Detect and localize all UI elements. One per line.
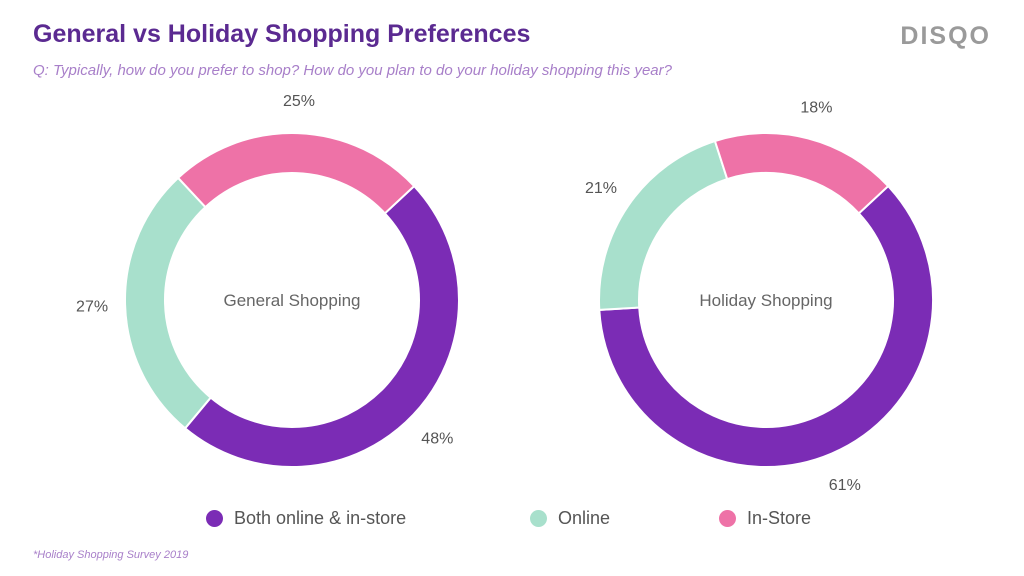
- legend-swatch-online: [530, 510, 547, 527]
- donut-chart-general: 48% 27% 25% General Shopping: [76, 93, 460, 468]
- chart-subtitle: Q: Typically, how do you prefer to shop?…: [33, 62, 672, 79]
- donut-slice-instore: [176, 132, 416, 215]
- slice-label-online: 27%: [76, 299, 108, 316]
- slice-label-instore: 18%: [800, 99, 832, 116]
- legend-item-online: Online: [530, 508, 610, 529]
- donut-slice-both: [598, 184, 934, 468]
- slice-label-online: 21%: [585, 180, 617, 197]
- legend-item-both: Both online & in-store: [206, 508, 406, 529]
- legend-label-instore: In-Store: [747, 508, 812, 528]
- legend-label-both: Both online & in-store: [234, 508, 407, 528]
- donut-slice-both: [183, 184, 460, 468]
- legend-item-instore: In-Store: [719, 508, 811, 529]
- donut-slice-instore: [713, 132, 890, 215]
- footnote: *Holiday Shopping Survey 2019: [33, 549, 189, 561]
- legend-label-online: Online: [558, 508, 611, 528]
- slice-label-instore: 25%: [283, 93, 315, 110]
- slice-label-both: 48%: [421, 430, 453, 447]
- slice-label-both: 61%: [829, 477, 861, 494]
- donut-chart-holiday: 61% 21% 18% Holiday Shopping: [585, 99, 934, 494]
- donut-center-label: Holiday Shopping: [699, 291, 832, 310]
- donut-slice-online: [124, 176, 213, 430]
- legend-swatch-both: [206, 510, 223, 527]
- legend-swatch-instore: [719, 510, 736, 527]
- brand-logo: DISQO: [900, 22, 991, 50]
- donut-center-label: General Shopping: [223, 291, 360, 310]
- legend: Both online & in-store Online In-Store: [0, 508, 1024, 534]
- donut-slice-online: [598, 139, 729, 311]
- chart-title: General vs Holiday Shopping Preferences: [33, 20, 531, 48]
